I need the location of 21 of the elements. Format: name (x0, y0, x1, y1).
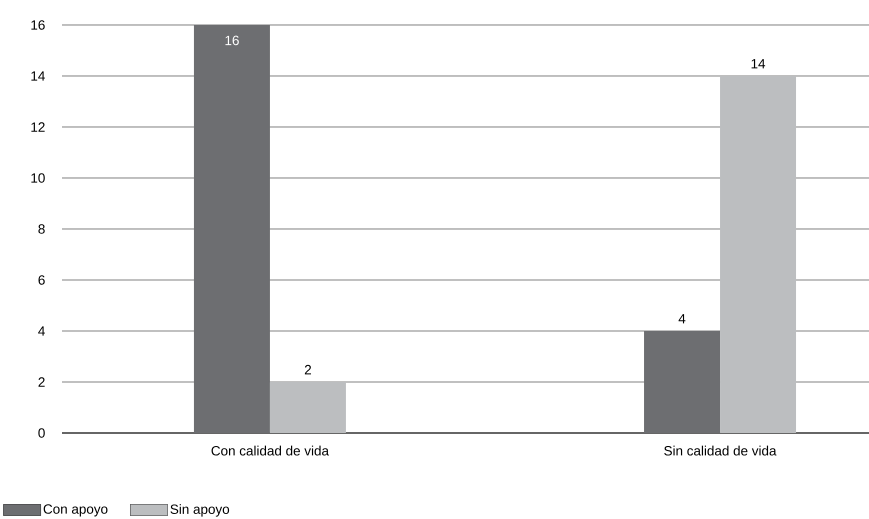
bar (644, 331, 720, 433)
bar (270, 382, 346, 433)
y-tick-label: 16 (31, 20, 45, 30)
y-tick-label: 0 (38, 428, 45, 438)
bar (720, 76, 796, 433)
legend-label: Sin apoyo (170, 504, 230, 517)
y-tick-label: 14 (31, 71, 45, 81)
y-tick-label: 2 (38, 377, 45, 387)
data-label: 2 (304, 364, 312, 374)
data-label: 4 (678, 314, 686, 324)
bar (194, 24, 270, 433)
data-label: 16 (225, 36, 239, 46)
y-tick-label: 4 (38, 326, 45, 336)
y-tick-label: 8 (38, 224, 45, 234)
x-tick-label: Con calidad de vida (212, 446, 329, 456)
legend-label: Con apoyo (44, 504, 108, 516)
y-tick-label: 12 (31, 122, 45, 132)
data-label: 14 (752, 59, 766, 68)
y-tick-label: 10 (31, 173, 45, 183)
y-tick-label: 6 (38, 275, 45, 285)
x-tick-label: Sin calidad de vida (664, 446, 776, 456)
